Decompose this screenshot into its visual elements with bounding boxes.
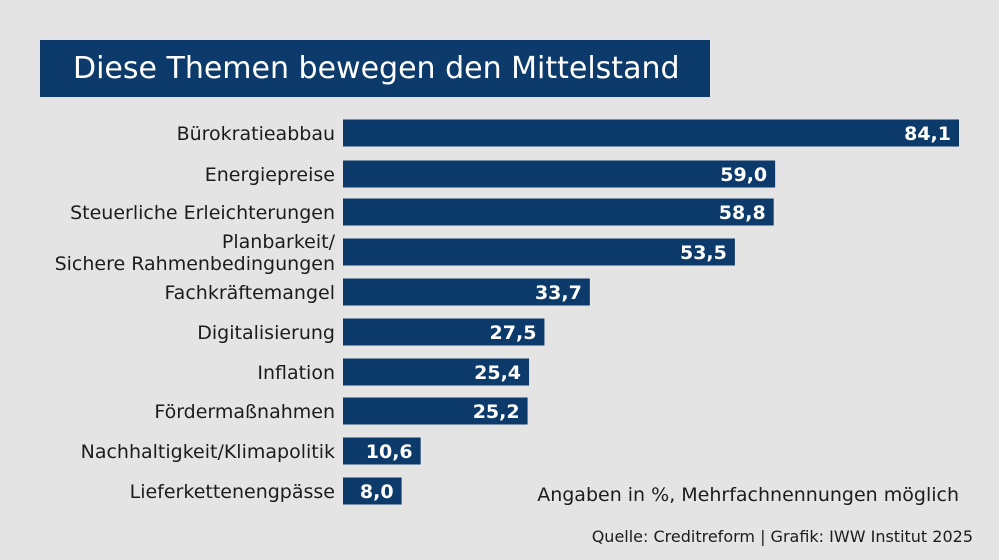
bar <box>343 160 776 188</box>
bar <box>343 437 421 465</box>
chart-note: Angaben in %, Mehrfachnennungen möglich <box>537 484 959 506</box>
category-label: Bürokratieabbau <box>177 123 335 145</box>
category-label: Digitalisierung <box>197 322 335 344</box>
bar-value-label: 84,1 <box>904 123 951 145</box>
bar <box>343 397 528 425</box>
category-label: Energiepreise <box>205 164 335 186</box>
bar-value-label: 27,5 <box>490 322 537 344</box>
bar <box>343 318 545 346</box>
bar-value-label: 8,0 <box>360 481 394 503</box>
bar-value-label: 25,4 <box>474 362 521 384</box>
category-label: Fördermaßnahmen <box>154 401 335 423</box>
chart-title: Diese Themen bewegen den Mittelstand <box>73 51 680 86</box>
bar <box>343 119 959 147</box>
bar-value-label: 33,7 <box>535 282 582 304</box>
category-label: Inflation <box>257 362 335 384</box>
category-label: Steuerliche Erleichterungen <box>70 202 335 224</box>
category-label: Fachkräftemangel <box>165 282 336 304</box>
category-label: Lieferkettenengpässe <box>130 481 335 503</box>
source-credit: Quelle: Creditreform | Grafik: IWW Insti… <box>591 527 973 546</box>
bar <box>343 238 735 266</box>
category-label: Nachhaltigkeit/Klimapolitik <box>81 441 335 463</box>
bar-value-label: 59,0 <box>720 164 767 186</box>
bar <box>343 278 590 306</box>
bar-value-label: 53,5 <box>680 242 727 264</box>
title-banner: Diese Themen bewegen den Mittelstand <box>40 40 710 97</box>
bar <box>343 198 774 226</box>
bar <box>343 358 530 386</box>
bar-value-label: 58,8 <box>719 202 766 224</box>
bar-value-label: 25,2 <box>473 401 520 423</box>
bar <box>343 477 402 505</box>
category-label: Planbarkeit/Sichere Rahmenbedingungen <box>55 231 336 275</box>
bar-value-label: 10,6 <box>366 441 413 463</box>
